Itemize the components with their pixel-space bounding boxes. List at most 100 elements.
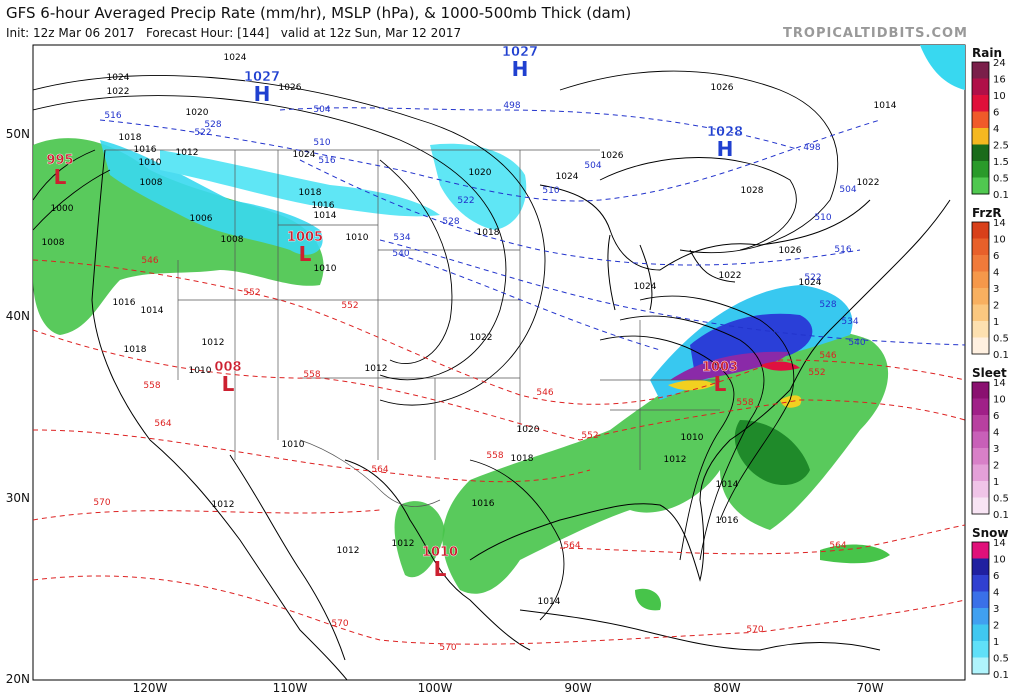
legend-swatch — [972, 624, 989, 642]
contour-label: 534 — [841, 317, 858, 327]
contour-label: 558 — [736, 398, 753, 408]
legend-label: 10 — [993, 395, 1006, 406]
contour-label: 558 — [143, 381, 160, 391]
legend-swatch — [972, 111, 989, 129]
legend-swatch — [972, 382, 989, 399]
legend-swatch — [972, 464, 989, 482]
contour-label: 1026 — [779, 246, 802, 256]
contour-label: 1000 — [51, 204, 74, 214]
legend-label: 0.1 — [993, 670, 1009, 681]
legend-swatch — [972, 415, 989, 432]
legend-label: 6 — [993, 411, 999, 422]
contour-label: 1012 — [176, 148, 199, 158]
longitude-label: 120W — [133, 681, 168, 695]
contour-label: 516 — [834, 245, 851, 255]
legend-label: 2 — [993, 301, 999, 312]
legend-swatch — [972, 95, 989, 112]
contour-label: 1022 — [719, 271, 742, 281]
contour-label: 510 — [313, 138, 330, 148]
contour-label: 1020 — [186, 108, 209, 118]
legend-label: 2 — [993, 621, 999, 632]
coastlines — [91, 149, 951, 680]
longitude-label: 110W — [273, 681, 308, 695]
legend: Rain241610642.51.50.50.1FrzR1410643210.5… — [971, 46, 1009, 681]
contour-label: 558 — [486, 451, 503, 461]
legend-swatch — [972, 222, 989, 239]
legend-swatch — [972, 255, 989, 272]
contour-label: 1024 — [799, 278, 822, 288]
legend-label: 2.5 — [993, 141, 1009, 152]
legend-swatch — [972, 431, 989, 449]
pressure-letter: H — [717, 137, 734, 161]
state-borders — [105, 149, 720, 507]
legend-box — [971, 541, 990, 675]
legend-label: 6 — [993, 571, 999, 582]
pressure-value: 1010 — [422, 545, 458, 560]
contour-label: 1026 — [711, 83, 734, 93]
pressure-value: 1005 — [287, 230, 323, 245]
contour-label: 1010 — [282, 440, 305, 450]
legend-label: 3 — [993, 284, 999, 295]
legend-swatch — [972, 144, 989, 162]
contour-label: 528 — [442, 217, 459, 227]
legend-title: FrzR — [972, 206, 1002, 220]
contour-label: 570 — [93, 498, 110, 508]
legend-label: 4 — [993, 428, 999, 439]
legend-label: 24 — [993, 58, 1006, 69]
contour-label: 540 — [848, 338, 865, 348]
contour-label: 1024 — [634, 282, 657, 292]
contour-label: 1008 — [140, 178, 163, 188]
contour-label: 516 — [318, 156, 335, 166]
contour-label: 1010 — [681, 433, 704, 443]
contour-label: 1012 — [392, 539, 415, 549]
contour-label: 552 — [581, 431, 598, 441]
contour-label: 504 — [839, 185, 856, 195]
contour-label: 1016 — [472, 499, 495, 509]
legend-swatch — [972, 337, 989, 355]
legend-label: 0.1 — [993, 350, 1009, 361]
contour-label: 1014 — [716, 480, 739, 490]
legend-label: 6 — [993, 251, 999, 262]
contour-label: 1008 — [221, 235, 244, 245]
contour-label: 1024 — [556, 172, 579, 182]
contour-label: 510 — [542, 186, 559, 196]
contour-label: 516 — [104, 111, 121, 121]
legend-label: 3 — [993, 444, 999, 455]
contour-label: 1016 — [716, 516, 739, 526]
contour-label: 528 — [819, 300, 836, 310]
contour-label: 504 — [584, 161, 601, 171]
contour-label: 552 — [341, 301, 358, 311]
contour-label: 1016 — [312, 201, 335, 211]
pressure-value: 1027 — [244, 70, 280, 85]
contour-label: 1018 — [299, 188, 322, 198]
isobars — [33, 70, 839, 621]
pressure-value: 1027 — [502, 45, 538, 60]
legend-swatch — [972, 542, 989, 559]
legend-label: 1 — [993, 317, 999, 328]
legend-swatch — [972, 238, 989, 256]
legend-swatch — [972, 78, 989, 96]
pressure-value: 008 — [214, 360, 241, 375]
contour-label: 1008 — [42, 238, 65, 248]
legend-swatch — [972, 288, 989, 305]
map-title: GFS 6-hour Averaged Precip Rate (mm/hr),… — [6, 4, 631, 22]
latitude-label: 40N — [6, 309, 30, 323]
pressure-value: 1028 — [707, 125, 743, 140]
contour-label: 1012 — [365, 364, 388, 374]
contour-label: 1024 — [224, 53, 247, 63]
legend-label: 2 — [993, 461, 999, 472]
legend-swatch — [972, 321, 989, 338]
contour-label: 1010 — [189, 366, 212, 376]
contour-label: 552 — [243, 288, 260, 298]
longitude-labels: 120W 110W 100W 90W 80W 70W — [133, 681, 884, 695]
legend-swatch — [972, 575, 989, 592]
legend-swatch — [972, 558, 989, 576]
legend-label: 14 — [993, 538, 1006, 549]
contour-label: 1018 — [119, 133, 142, 143]
contour-label: 570 — [746, 625, 763, 635]
contour-label: 552 — [808, 368, 825, 378]
legend-swatch — [972, 62, 989, 79]
contour-label: 522 — [804, 273, 821, 283]
map-layers — [33, 45, 965, 680]
pressure-letter: L — [714, 372, 727, 396]
